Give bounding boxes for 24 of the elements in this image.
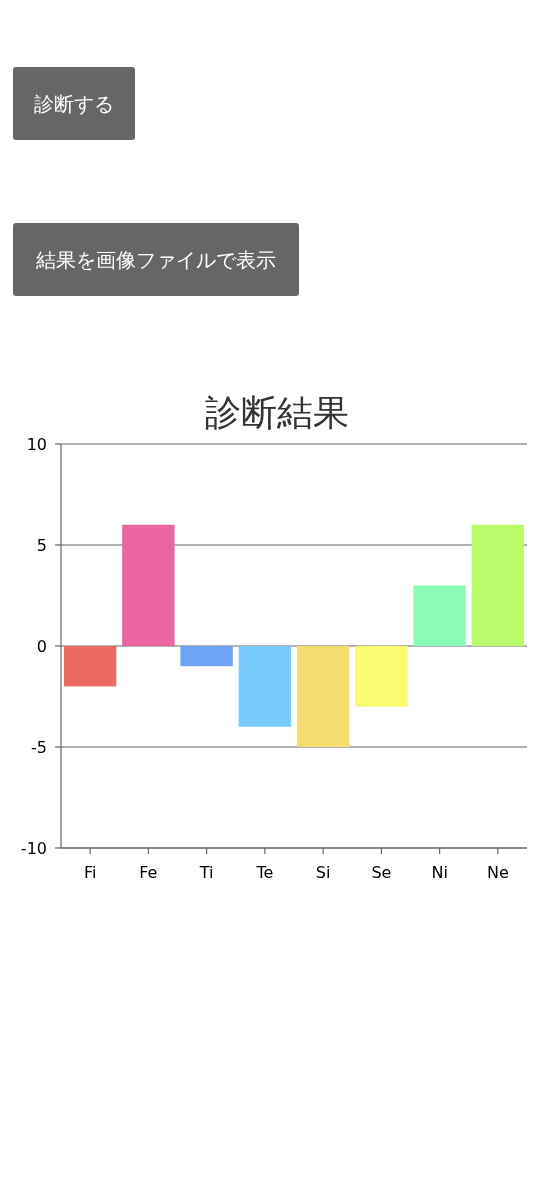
- bar: [122, 524, 175, 646]
- x-tick-label: Ti: [198, 863, 214, 882]
- button: 診断する: [13, 67, 135, 140]
- x-tick-label: Ne: [486, 863, 509, 882]
- bar: [238, 646, 292, 727]
- bar: [471, 524, 525, 646]
- y-tick-label: -10: [20, 839, 47, 858]
- bar: [355, 646, 408, 707]
- x-tick-label: Ni: [431, 863, 448, 882]
- x-tick-label: Fe: [139, 863, 158, 882]
- x-tick-label: Si: [315, 863, 331, 882]
- button: 結果を画像ファイルで表示: [13, 223, 299, 296]
- bar: [180, 646, 233, 667]
- y-tick-label: -5: [31, 738, 47, 757]
- y-tick-label: 0: [36, 637, 47, 656]
- chart-title: 診断結果: [205, 392, 349, 433]
- bar: [413, 585, 466, 646]
- y-tick-label: 5: [36, 536, 47, 555]
- y-tick-label: 10: [26, 435, 47, 454]
- x-tick-label: Fi: [83, 863, 97, 882]
- bar: [296, 646, 350, 747]
- x-tick-label: Te: [255, 863, 274, 882]
- bar: [63, 646, 117, 687]
- x-tick-label: Se: [371, 863, 392, 882]
